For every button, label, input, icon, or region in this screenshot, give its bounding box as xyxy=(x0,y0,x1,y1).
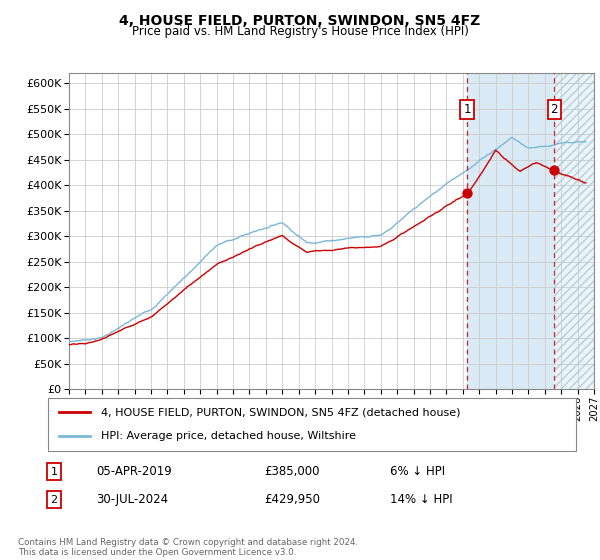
Bar xyxy=(467,73,554,389)
Text: £429,950: £429,950 xyxy=(264,493,320,506)
Text: Contains HM Land Registry data © Crown copyright and database right 2024.
This d: Contains HM Land Registry data © Crown c… xyxy=(18,538,358,557)
Text: 05-APR-2019: 05-APR-2019 xyxy=(96,465,172,478)
Bar xyxy=(554,73,594,389)
Text: HPI: Average price, detached house, Wiltshire: HPI: Average price, detached house, Wilt… xyxy=(101,431,356,441)
Point xyxy=(550,165,559,174)
Bar xyxy=(554,73,594,389)
Text: 4, HOUSE FIELD, PURTON, SWINDON, SN5 4FZ: 4, HOUSE FIELD, PURTON, SWINDON, SN5 4FZ xyxy=(119,14,481,28)
Text: 4, HOUSE FIELD, PURTON, SWINDON, SN5 4FZ (detached house): 4, HOUSE FIELD, PURTON, SWINDON, SN5 4FZ… xyxy=(101,408,460,418)
Text: 1: 1 xyxy=(463,102,471,116)
Text: £385,000: £385,000 xyxy=(264,465,320,478)
Text: 1: 1 xyxy=(50,466,58,477)
Text: 2: 2 xyxy=(551,102,558,116)
Text: 30-JUL-2024: 30-JUL-2024 xyxy=(96,493,168,506)
Bar xyxy=(554,73,594,389)
FancyBboxPatch shape xyxy=(48,398,576,451)
Text: 2: 2 xyxy=(50,494,58,505)
Text: 14% ↓ HPI: 14% ↓ HPI xyxy=(390,493,452,506)
Point xyxy=(463,188,472,197)
Text: 6% ↓ HPI: 6% ↓ HPI xyxy=(390,465,445,478)
Text: Price paid vs. HM Land Registry's House Price Index (HPI): Price paid vs. HM Land Registry's House … xyxy=(131,25,469,38)
